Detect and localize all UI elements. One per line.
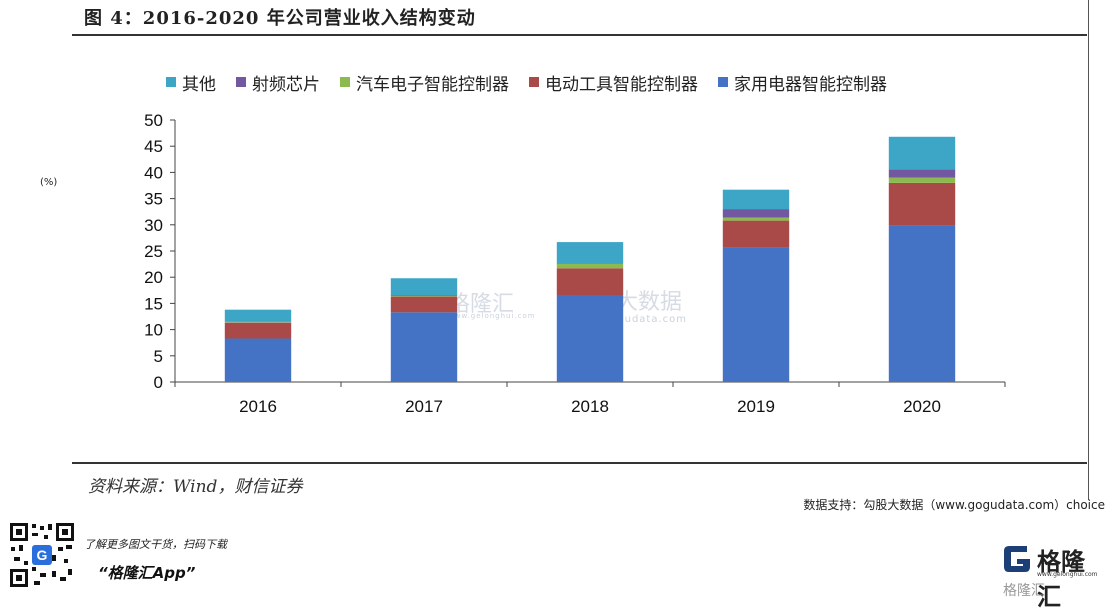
bar-segment-auto_electronics: [224, 322, 292, 323]
legend-swatch: [236, 77, 246, 87]
bar-segment-rf_chip: [390, 295, 458, 297]
legend-swatch: [718, 77, 728, 87]
legend-label: 其他: [182, 74, 216, 95]
bar-segment-home_appliance: [390, 312, 458, 382]
bar-segment-rf_chip: [224, 321, 292, 323]
x-axis: 2016 2017 2018 2019 2020: [174, 381, 1006, 416]
x-tick-label: 2016: [239, 397, 277, 416]
brand-logo: 格隆汇 www.gelonghui.com 格隆汇: [1001, 542, 1107, 611]
legend-swatch: [166, 77, 176, 87]
bar-segment-auto_electronics: [888, 177, 956, 183]
legend-item-other: 其他: [166, 70, 216, 95]
bar-segment-power_tool: [224, 322, 292, 339]
bar-segment-rf_chip: [888, 169, 956, 178]
y-tick-label: 15: [144, 294, 163, 313]
y-tick-label: 50: [144, 111, 163, 130]
qr-code-icon[interactable]: G: [8, 521, 76, 589]
legend-label: 射频芯片: [252, 74, 320, 95]
bar-segment-other: [390, 278, 458, 296]
title-rule: [72, 34, 1087, 36]
y-tick-label: 25: [144, 242, 163, 261]
y-tick-label: 45: [144, 137, 163, 156]
x-tick-label: 2018: [571, 397, 609, 416]
bar-segment-rf_chip: [722, 209, 790, 218]
bar-segment-other: [556, 242, 624, 264]
bar-segment-rf_chip: [556, 263, 624, 264]
legend-label: 汽车电子智能控制器: [356, 74, 509, 95]
brand-url: www.gelonghui.com: [1037, 571, 1098, 578]
right-border: [1088, 0, 1089, 500]
bar-segment-other: [224, 309, 292, 322]
legend-swatch: [529, 77, 539, 87]
brand-name: 格隆汇: [1037, 548, 1085, 611]
bars: [224, 136, 956, 382]
y-tick-label: 40: [144, 163, 163, 182]
brand-subtext: 格隆汇: [1003, 583, 1045, 599]
y-tick-label: 0: [154, 373, 163, 392]
x-tick-label: 2017: [405, 397, 443, 416]
watermark-gelonghui-url: www.gelonghui.com: [448, 312, 536, 320]
bar-segment-home_appliance: [888, 225, 956, 382]
bar-segment-power_tool: [556, 268, 624, 296]
bar-segment-auto_electronics: [722, 217, 790, 221]
y-tick-label: 5: [154, 347, 163, 366]
legend-item-rf_chip: 射频芯片: [236, 70, 320, 95]
y-tick-label: 30: [144, 216, 163, 235]
bar-segment-power_tool: [390, 296, 458, 313]
legend-swatch: [340, 77, 350, 87]
promo-text: 了解更多图文干货，扫码下载: [84, 538, 227, 551]
legend-label: 电动工具智能控制器: [545, 74, 698, 95]
legend-label: 家用电器智能控制器: [734, 74, 887, 95]
gelonghui-logo-icon: [1004, 546, 1030, 572]
bar-segment-home_appliance: [722, 247, 790, 382]
footer-rule: [72, 462, 1087, 464]
watermark-gelonghui: 格隆汇: [448, 292, 515, 317]
promo-app-name: “格隆汇App”: [98, 564, 196, 582]
bar-segment-home_appliance: [224, 338, 292, 382]
y-axis: 0 5 10 15 20 25 30 35 40 45 50: [144, 111, 176, 392]
bar-segment-home_appliance: [556, 295, 624, 382]
bar-segment-auto_electronics: [556, 263, 624, 269]
y-tick-label: 20: [144, 268, 163, 287]
bar-segment-other: [888, 136, 956, 170]
legend-item-home_appliance: 家用电器智能控制器: [718, 70, 887, 95]
source-note: 资料来源：Wind，财信证券: [88, 477, 303, 497]
bar-segment-power_tool: [888, 182, 956, 226]
bar-segment-other: [722, 189, 790, 210]
legend-item-power_tool: 电动工具智能控制器: [529, 70, 698, 95]
y-axis-unit: (%): [40, 177, 58, 188]
chart-legend: 其他 射频芯片 汽车电子智能控制器 电动工具智能控制器 家用电器智能控制器: [166, 70, 907, 95]
y-tick-label: 10: [144, 321, 163, 340]
watermark-gogudata-url: www.gogudata.com: [572, 314, 688, 325]
data-support-note: 数据支持：勾股大数据（www.gogudata.com）choice: [803, 498, 1105, 512]
x-tick-label: 2020: [903, 397, 941, 416]
y-tick-label: 35: [144, 190, 163, 209]
x-tick-label: 2019: [737, 397, 775, 416]
chart-title: 图 4：2016-2020 年公司营业收入结构变动: [84, 8, 476, 29]
svg-text:G: G: [37, 547, 48, 563]
bar-segment-power_tool: [722, 220, 790, 248]
bar-segment-auto_electronics: [390, 296, 458, 297]
legend-item-auto_electronics: 汽车电子智能控制器: [340, 70, 509, 95]
stacked-bar-chart: 0 5 10 15 20 25 30 35 40 45 50 2016 2017 2018 2019 202…: [144, 111, 1006, 416]
